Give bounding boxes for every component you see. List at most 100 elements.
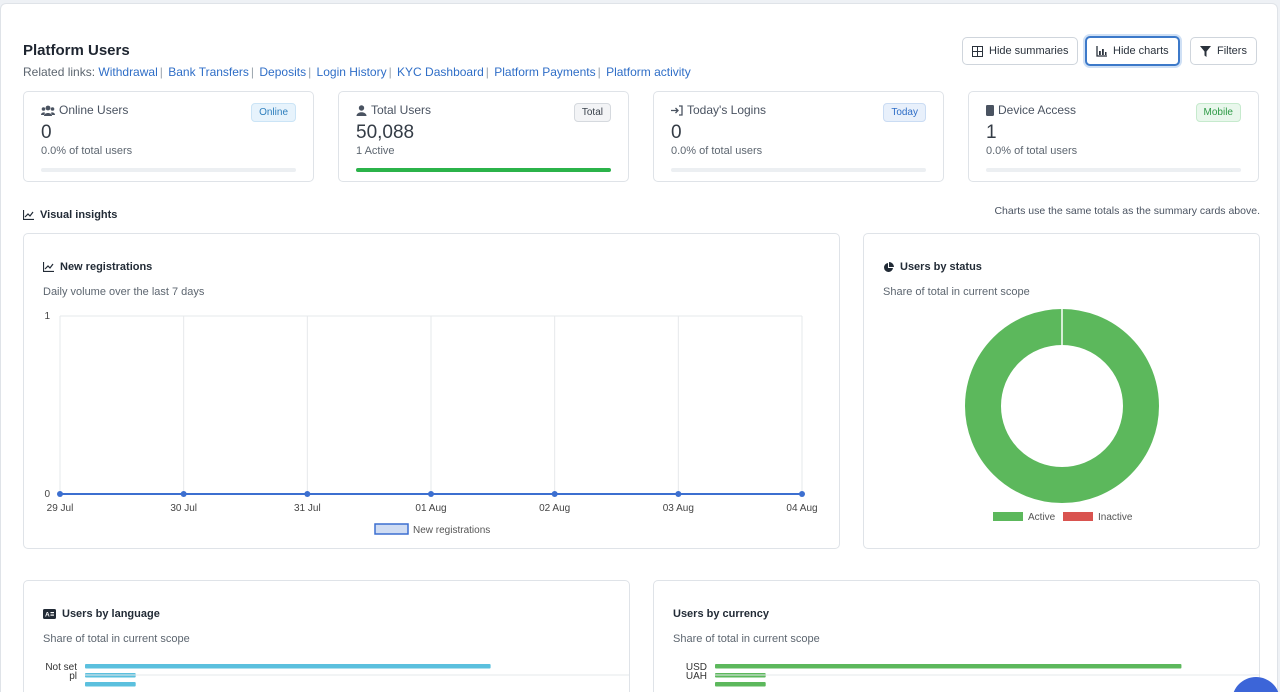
card-label: Today's Logins	[687, 103, 767, 117]
filters-label: Filters	[1217, 45, 1247, 57]
data-point	[799, 491, 805, 497]
filter-icon	[1200, 45, 1211, 57]
card-subtext: 1 Active	[356, 145, 395, 157]
pie-slice	[965, 309, 1159, 503]
data-point	[551, 491, 558, 497]
line-chart-icon	[23, 210, 34, 220]
user-icon	[356, 104, 367, 116]
x-tick-label: 04 Aug	[786, 503, 817, 514]
legend-swatch	[1063, 512, 1093, 521]
card-value: 1	[986, 122, 997, 143]
link-deposits[interactable]: Deposits	[259, 65, 307, 79]
link-platform-activity[interactable]: Platform activity	[606, 65, 691, 79]
filters-button[interactable]: Filters	[1190, 37, 1257, 65]
progress-fill	[356, 168, 611, 172]
status-chart: Active Inactive	[965, 309, 1159, 523]
x-tick-label: 01 Aug	[415, 503, 446, 514]
related-links: Related links: Withdrawal | Bank Transfer…	[23, 65, 691, 79]
language-desc: Share of total in current scope	[43, 633, 190, 645]
category-label: UAH	[686, 671, 707, 682]
link-login-history[interactable]: Login History	[316, 65, 387, 79]
card-label: Device Access	[998, 103, 1077, 117]
bar	[85, 682, 136, 687]
category-label: pl	[69, 671, 77, 682]
card-value: 50,088	[356, 122, 415, 143]
language-card: A Users by language Share of total in cur…	[23, 580, 630, 692]
status-badge: Online	[251, 103, 296, 122]
login-icon	[671, 104, 683, 116]
registrations-desc: Daily volume over the last 7 days	[43, 286, 205, 298]
card-subtext: 0.0% of total users	[671, 145, 763, 157]
registrations-chart: 0 1 29 Jul 30 Jul 31 Jul 01 Aug 02 Aug 03 Aug 04…	[44, 311, 817, 536]
x-tick-label: 02 Aug	[539, 503, 570, 514]
y-tick-label: 1	[44, 311, 50, 322]
x-tick-label: 03 Aug	[663, 503, 694, 514]
bar-chart-icon	[1096, 45, 1107, 57]
status-desc: Share of total in current scope	[883, 286, 1030, 298]
legend-label: Active	[1028, 512, 1056, 523]
charts-note: Charts use the same totals as the summar…	[994, 205, 1260, 217]
y-tick-label: 0	[44, 489, 50, 500]
category-label: Not set	[45, 662, 77, 673]
status-title: Users by status	[900, 261, 982, 273]
bar	[715, 664, 1182, 669]
progress-track	[41, 168, 296, 172]
card-subtext: 0.0% of total users	[986, 145, 1078, 157]
link-withdrawal[interactable]: Withdrawal	[98, 65, 158, 79]
status-badge: Total	[573, 103, 611, 122]
hide-summaries-label: Hide summaries	[989, 45, 1069, 57]
link-kyc-dashboard[interactable]: KYC Dashboard	[397, 65, 484, 79]
status-badge: Today	[883, 103, 926, 122]
link-bank-transfers[interactable]: Bank Transfers	[168, 65, 249, 79]
currency-card: Users by currency Share of total in curr…	[653, 580, 1260, 692]
card-value: 0	[671, 122, 682, 143]
status-badge: Mobile	[1195, 103, 1241, 122]
pie-chart-icon	[884, 261, 894, 272]
card-label: Total Users	[371, 103, 432, 117]
legend-swatch	[993, 512, 1023, 521]
language-title: Users by language	[62, 608, 160, 620]
progress-track	[986, 168, 1241, 172]
hide-charts-label: Hide charts	[1113, 45, 1169, 57]
svg-text:A: A	[45, 612, 50, 619]
card-value: 0	[41, 122, 52, 143]
chat-launcher-button[interactable]	[1232, 677, 1280, 692]
line-chart-icon	[43, 262, 54, 272]
data-point	[304, 491, 311, 497]
visual-insights-heading: Visual insights	[23, 209, 117, 221]
progress-track	[671, 168, 926, 172]
users-icon	[41, 105, 55, 116]
hide-charts-button[interactable]: Hide charts	[1085, 36, 1180, 66]
link-platform-payments[interactable]: Platform Payments	[494, 65, 596, 79]
table-icon	[972, 45, 983, 57]
registrations-title: New registrations	[60, 261, 153, 273]
bar	[85, 664, 491, 669]
legend-swatch	[374, 523, 409, 535]
hide-summaries-button[interactable]: Hide summaries	[962, 37, 1079, 65]
bar	[715, 682, 766, 687]
related-prefix: Related links:	[23, 65, 96, 79]
mobile-icon	[986, 104, 994, 116]
x-tick-label: 31 Jul	[294, 503, 321, 514]
data-point	[428, 491, 434, 497]
category-label: USD	[686, 662, 707, 673]
data-point	[180, 491, 187, 497]
language-icon: A	[43, 609, 56, 619]
card-todays-logins: Today's Logins 0 0.0% of total users Tod…	[653, 91, 944, 182]
card-device-access: Device Access 1 0.0% of total users Mobi…	[968, 91, 1259, 182]
progress-track	[356, 168, 611, 172]
card-online-users: Online Users 0 0.0% of total users Onlin…	[23, 91, 314, 182]
data-point	[675, 491, 682, 497]
legend-label: Inactive	[1098, 512, 1133, 523]
currency-title: Users by currency	[673, 608, 769, 620]
legend-label: New registrations	[413, 525, 490, 536]
x-tick-label: 30 Jul	[170, 503, 197, 514]
card-total-users: Total Users 50,088 1 Active Total	[338, 91, 629, 182]
x-tick-label: 29 Jul	[47, 503, 74, 514]
page-title: Platform Users	[23, 42, 130, 59]
data-point	[57, 491, 63, 497]
registrations-card: New registrations Daily volume over the …	[23, 233, 840, 549]
status-card: Users by status Share of total in curren…	[863, 233, 1260, 549]
